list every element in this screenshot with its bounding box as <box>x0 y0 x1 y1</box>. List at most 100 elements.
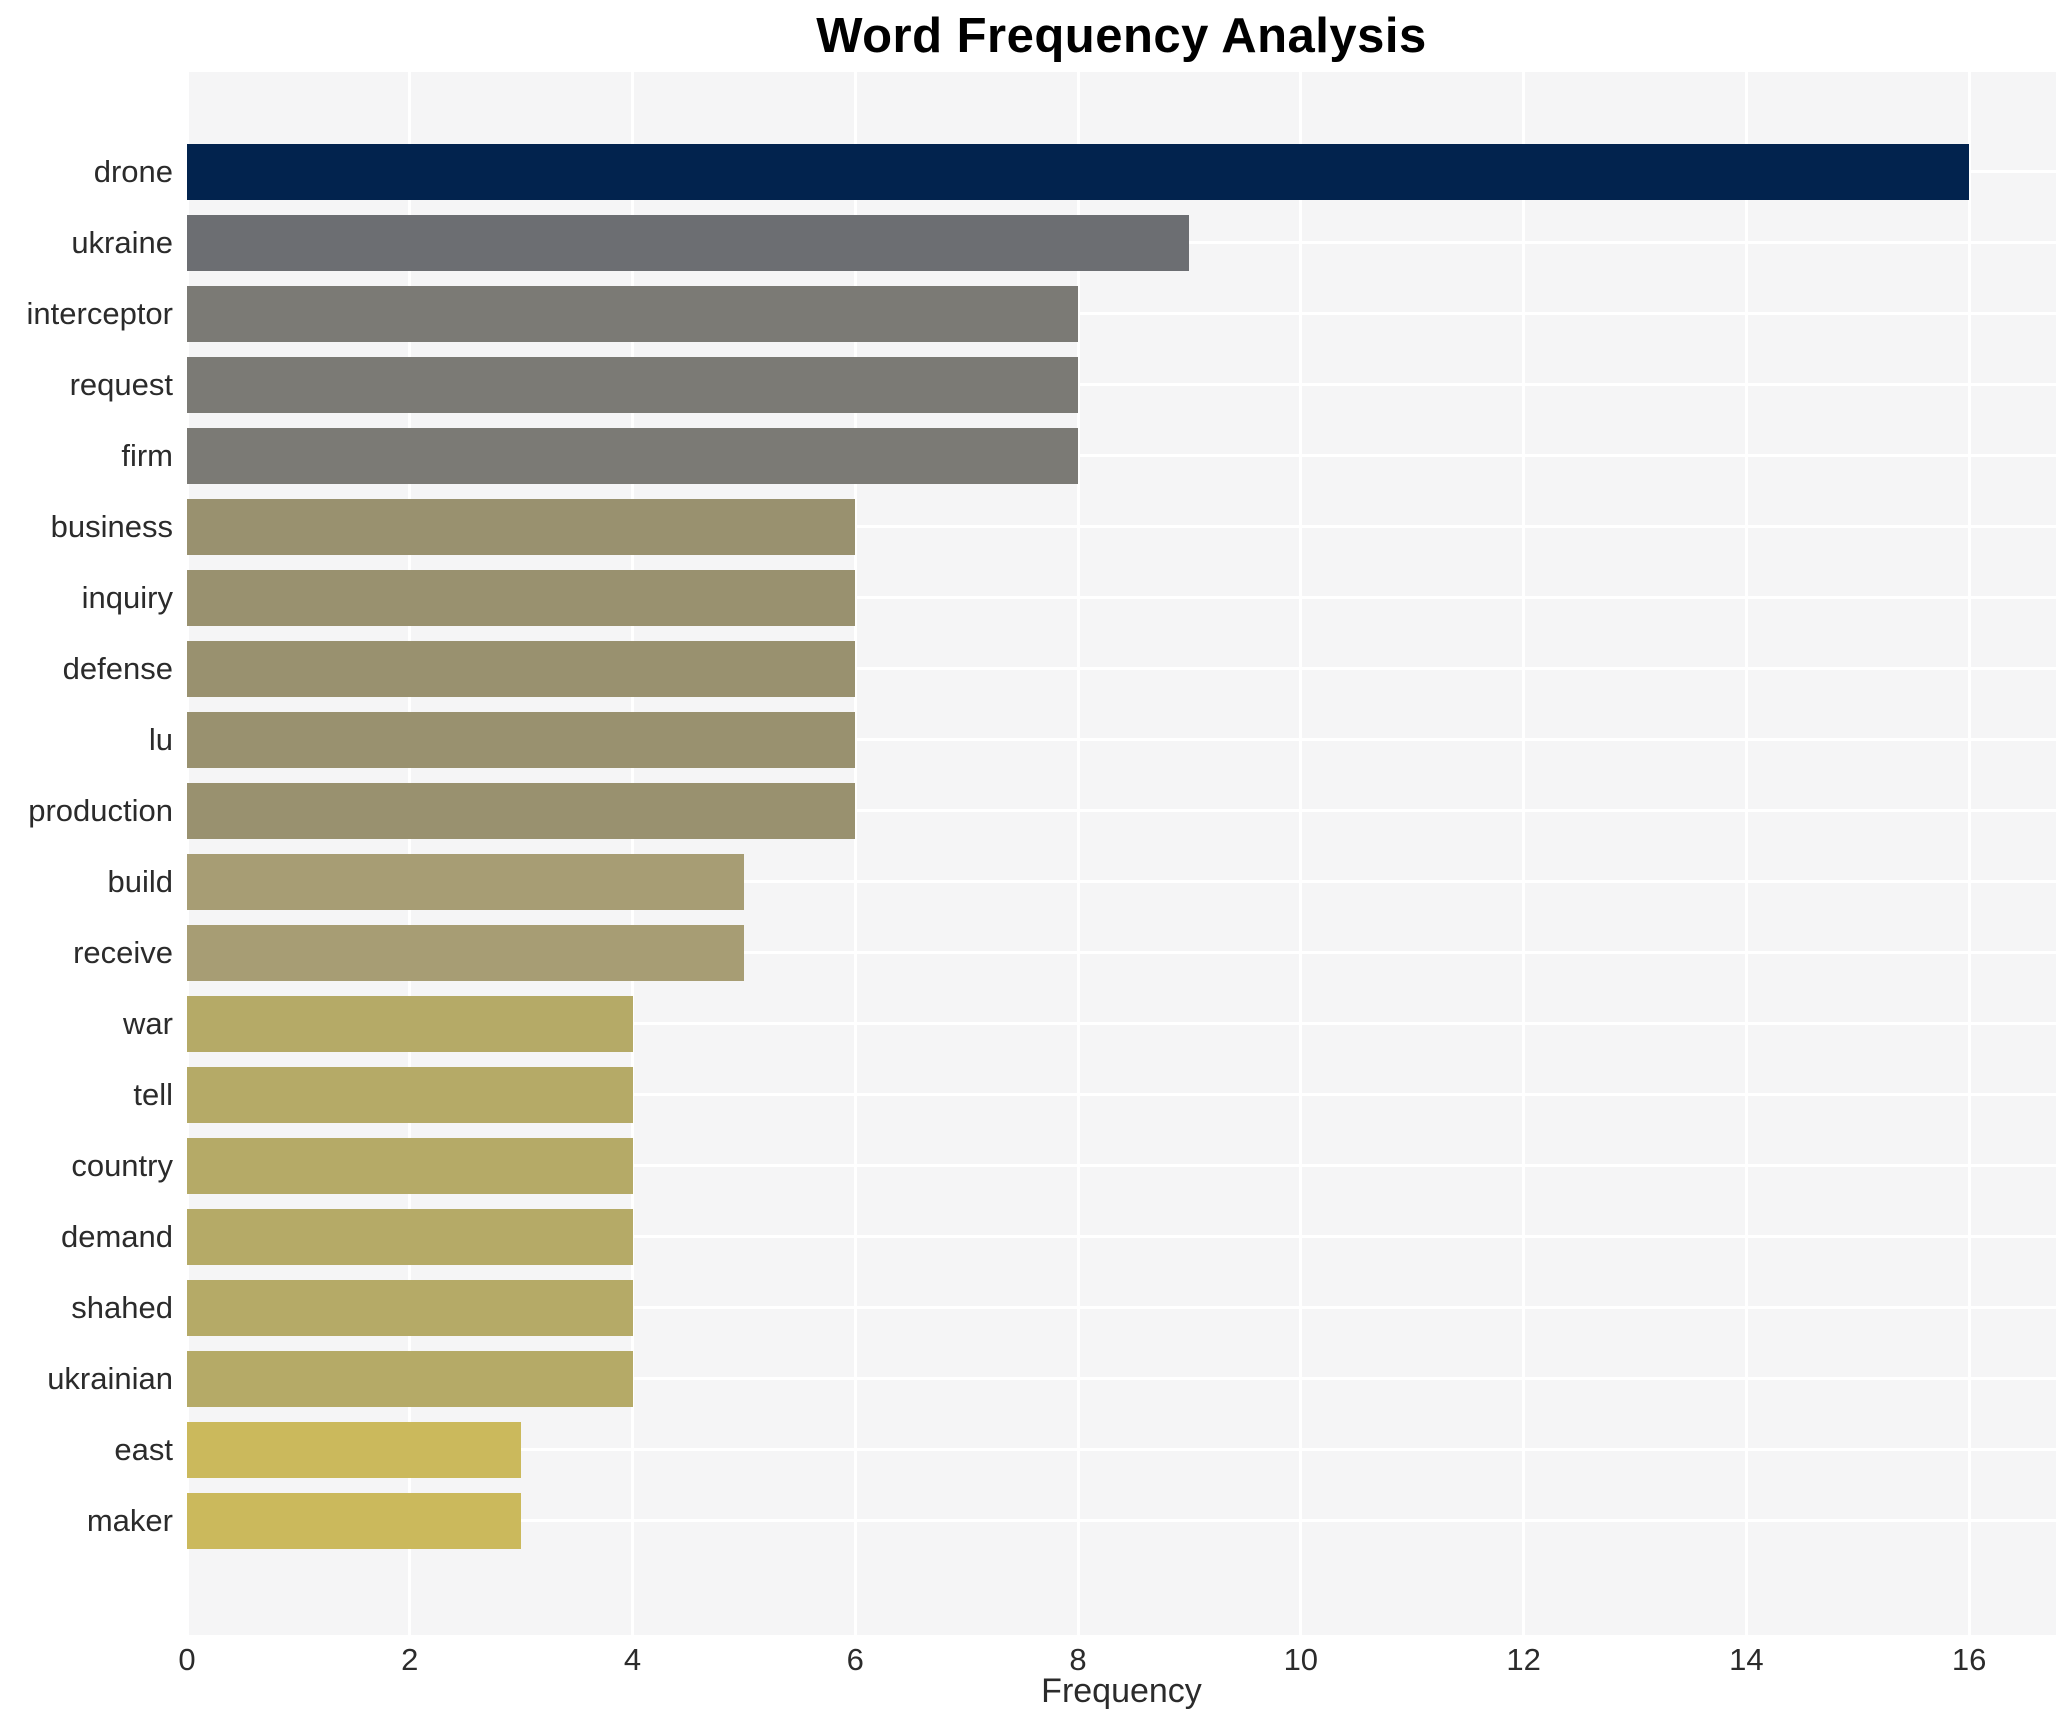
bar-row <box>187 1130 2056 1201</box>
horizontal-gridline <box>187 1164 2056 1167</box>
horizontal-gridline <box>187 880 2056 883</box>
horizontal-gridline <box>187 1235 2056 1238</box>
bar-lu <box>187 711 856 768</box>
bar-row <box>187 136 2056 207</box>
bar-row <box>187 420 2056 491</box>
horizontal-gridline <box>187 1022 2056 1025</box>
horizontal-gridline <box>187 312 2056 315</box>
category-label-maker: maker <box>86 1502 173 1538</box>
bar-row <box>187 917 2056 988</box>
category-label-lu: lu <box>148 721 173 757</box>
vertical-gridline <box>1744 72 1748 1635</box>
vertical-gridline <box>853 72 857 1635</box>
bar-row <box>187 1414 2056 1485</box>
x-tick-label: 4 <box>623 1642 642 1677</box>
bar-request <box>187 356 1079 413</box>
category-label-war: war <box>123 1005 173 1041</box>
horizontal-gridline <box>187 738 2056 741</box>
bar-inquiry <box>187 569 856 626</box>
bar-country <box>187 1137 633 1194</box>
bar-row <box>187 349 2056 420</box>
bar-production <box>187 782 856 839</box>
chart-title: Word Frequency Analysis <box>816 9 1427 63</box>
bar-row <box>187 278 2056 349</box>
bar-demand <box>187 1208 633 1265</box>
bar-build <box>187 853 744 910</box>
bar-row <box>187 704 2056 775</box>
bar-row <box>187 846 2056 917</box>
bar-ukraine <box>187 214 1190 271</box>
category-label-demand: demand <box>60 1218 173 1254</box>
category-label-tell: tell <box>133 1076 173 1112</box>
bar-row <box>187 207 2056 278</box>
bar-firm <box>187 427 1079 484</box>
vertical-gridline <box>1522 72 1526 1635</box>
category-label-interceptor: interceptor <box>26 295 173 331</box>
horizontal-gridline <box>187 1448 2056 1451</box>
vertical-gridline <box>1076 72 1080 1635</box>
category-label-ukraine: ukraine <box>71 224 173 260</box>
bar-ukrainian <box>187 1350 633 1407</box>
category-label-inquiry: inquiry <box>81 579 173 615</box>
plot-area <box>185 72 2056 1635</box>
bar-interceptor <box>187 285 1079 342</box>
bar-row <box>187 491 2056 562</box>
vertical-gridline <box>1299 72 1303 1635</box>
x-tick-label: 8 <box>1069 1642 1087 1677</box>
bar-row <box>187 562 2056 633</box>
bar-row <box>187 1272 2056 1343</box>
category-label-drone: drone <box>93 153 173 189</box>
bar-row <box>187 1485 2056 1556</box>
x-tick-label: 10 <box>1283 1642 1319 1677</box>
x-axis-label: Frequency <box>1041 1672 1202 1710</box>
bar-row <box>187 633 2056 704</box>
bar-drone <box>187 143 1970 200</box>
bar-maker <box>187 1492 522 1549</box>
horizontal-gridline <box>187 667 2056 670</box>
x-tick-label: 2 <box>401 1642 419 1677</box>
horizontal-gridline <box>187 596 2056 599</box>
x-tick-label: 16 <box>1951 1642 1987 1677</box>
category-label-country: country <box>71 1147 173 1183</box>
category-label-defense: defense <box>62 650 173 686</box>
horizontal-gridline <box>187 525 2056 528</box>
category-label-request: request <box>69 366 173 402</box>
horizontal-gridline <box>187 454 2056 457</box>
category-label-firm: firm <box>121 437 173 473</box>
bar-row <box>187 1201 2056 1272</box>
horizontal-gridline <box>187 383 2056 386</box>
category-label-receive: receive <box>73 934 173 970</box>
bar-tell <box>187 1066 633 1123</box>
horizontal-gridline <box>187 1377 2056 1380</box>
horizontal-gridline <box>187 1306 2056 1309</box>
bar-rows <box>187 136 2056 1556</box>
bar-east <box>187 1421 522 1478</box>
x-tick-labels: 0 2 4 6 8 10 12 14 16 <box>178 1642 2056 1678</box>
x-tick-label: 14 <box>1729 1642 1764 1677</box>
category-label-shahed: shahed <box>71 1289 173 1325</box>
bar-row <box>187 775 2056 846</box>
bar-receive <box>187 924 744 981</box>
bar-row <box>187 1343 2056 1414</box>
category-labels: drone ukraine interceptor request firm busine… <box>0 136 173 1556</box>
horizontal-gridline <box>187 1093 2056 1096</box>
category-label-production: production <box>28 792 173 828</box>
vertical-gridline <box>1967 72 1971 1635</box>
horizontal-gridline <box>187 809 2056 812</box>
bar-defense <box>187 640 856 697</box>
horizontal-gridline <box>187 951 2056 954</box>
x-tick-label: 6 <box>846 1642 864 1677</box>
category-label-east: east <box>114 1431 173 1467</box>
bar-row <box>187 988 2056 1059</box>
x-tick-label: 0 <box>178 1642 196 1677</box>
bar-row <box>187 1059 2056 1130</box>
category-label-ukrainian: ukrainian <box>47 1360 173 1396</box>
category-label-business: business <box>50 508 173 544</box>
bar-war <box>187 995 633 1052</box>
horizontal-gridline <box>187 1519 2056 1522</box>
bar-business <box>187 498 856 555</box>
category-label-build: build <box>107 863 174 899</box>
bar-shahed <box>187 1279 633 1336</box>
x-tick-label: 12 <box>1506 1642 1541 1677</box>
